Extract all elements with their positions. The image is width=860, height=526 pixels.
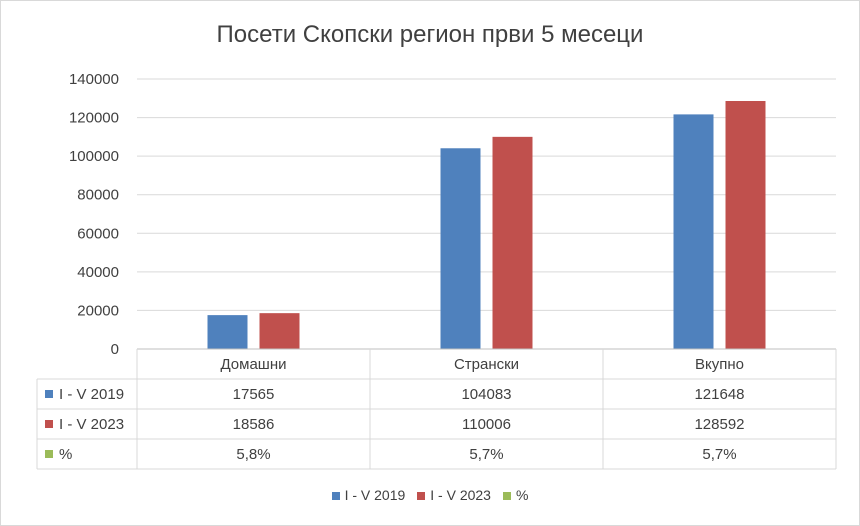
legend-item: % (502, 487, 529, 503)
legend-item: I - V 2023 (417, 487, 491, 503)
data-label: 5,8% (236, 446, 270, 463)
legend-label: I - V 2019 (344, 487, 406, 503)
series-key (45, 450, 53, 458)
data-label: 128592 (694, 416, 744, 433)
category-label: Странски (454, 356, 519, 373)
legend-swatch (417, 492, 426, 501)
legend-label: % (515, 487, 529, 503)
data-label: 18586 (233, 416, 275, 433)
chart-title: Посети Скопски регион први 5 месеци (216, 21, 644, 48)
y-tick-label: 60000 (77, 225, 119, 242)
legend-item: I - V 2019 (331, 487, 406, 503)
series-key (45, 390, 53, 398)
legend-label: I - V 2023 (430, 487, 491, 503)
y-tick-label: 40000 (77, 264, 119, 281)
y-tick-label: 100000 (69, 148, 119, 165)
bar (725, 101, 766, 349)
data-label: 5,7% (702, 446, 736, 463)
bar (259, 313, 300, 349)
bar (673, 114, 714, 349)
y-tick-label: 0 (111, 341, 119, 358)
data-label: 110006 (462, 416, 511, 433)
series-key (45, 420, 53, 428)
data-label: 5,7% (469, 446, 503, 463)
data-label: 17565 (233, 386, 275, 403)
bar (492, 136, 533, 349)
y-tick-label: 120000 (69, 110, 119, 127)
bar (440, 148, 481, 349)
data-label: 121648 (694, 386, 744, 403)
data-label: 104083 (461, 386, 511, 403)
legend-swatch (502, 492, 511, 501)
series-name: % (59, 446, 72, 463)
category-label: Домашни (220, 356, 286, 373)
y-tick-label: 20000 (77, 302, 119, 319)
series-name: I - V 2023 (59, 416, 124, 433)
y-tick-label: 140000 (69, 71, 119, 88)
series-name: I - V 2019 (59, 386, 124, 403)
bar (207, 315, 248, 349)
legend-swatch (331, 492, 340, 501)
category-label: Вкупно (695, 356, 744, 373)
legend: I - V 2019 I - V 2023% (1, 487, 859, 503)
y-tick-label: 80000 (77, 187, 119, 204)
